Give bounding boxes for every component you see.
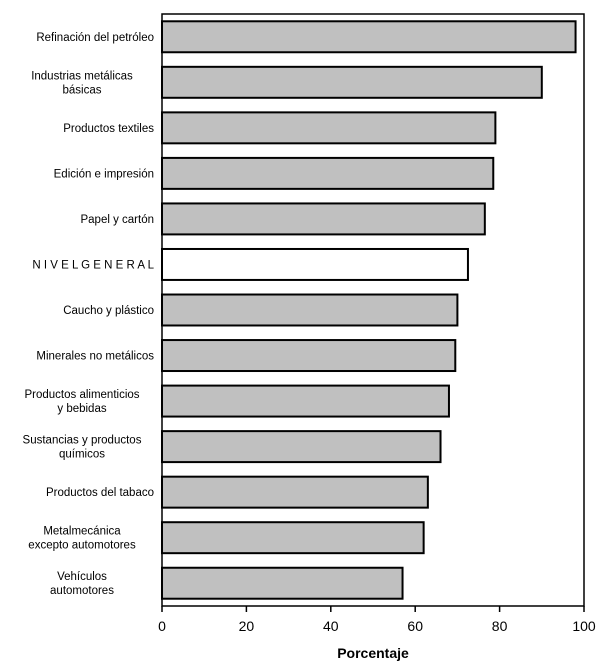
category-label: Vehículos automotores — [50, 571, 114, 597]
category-label: Industrias metálicas básicas — [31, 70, 133, 96]
category-label: Productos del tabaco — [46, 487, 154, 499]
x-tick-label: 20 — [239, 618, 255, 634]
category-label: Productos alimenticios y bebidas — [24, 389, 139, 415]
bar — [161, 293, 459, 327]
x-tick-label: 0 — [158, 618, 166, 634]
bar — [161, 247, 469, 281]
bar — [161, 430, 442, 464]
category-label: Sustancias y productos químicos — [23, 435, 142, 461]
bar — [161, 521, 425, 555]
x-tick-label: 100 — [572, 618, 596, 634]
category-label: Edición e impresión — [54, 168, 154, 180]
x-tick-label: 40 — [323, 618, 339, 634]
bar — [161, 202, 486, 236]
category-label: Minerales no metálicos — [36, 351, 154, 363]
x-tick-label: 60 — [407, 618, 423, 634]
category-label: Refinación del petróleo — [36, 32, 154, 44]
bar — [161, 384, 450, 418]
bar — [161, 65, 543, 99]
bar — [161, 156, 495, 190]
bar — [161, 20, 577, 54]
category-label: N I V E L G E N E R A L — [32, 259, 154, 271]
category-label: Caucho y plástico — [63, 305, 154, 317]
bar — [161, 339, 457, 373]
x-tick-label: 80 — [492, 618, 508, 634]
category-label: Metalmecánica excepto automotores — [28, 526, 136, 552]
category-label: Productos textiles — [63, 123, 154, 135]
bar — [161, 111, 497, 145]
bar — [161, 475, 429, 509]
category-label: Papel y cartón — [80, 214, 154, 226]
bar — [161, 566, 404, 600]
x-axis-title: Porcentaje — [337, 645, 409, 661]
